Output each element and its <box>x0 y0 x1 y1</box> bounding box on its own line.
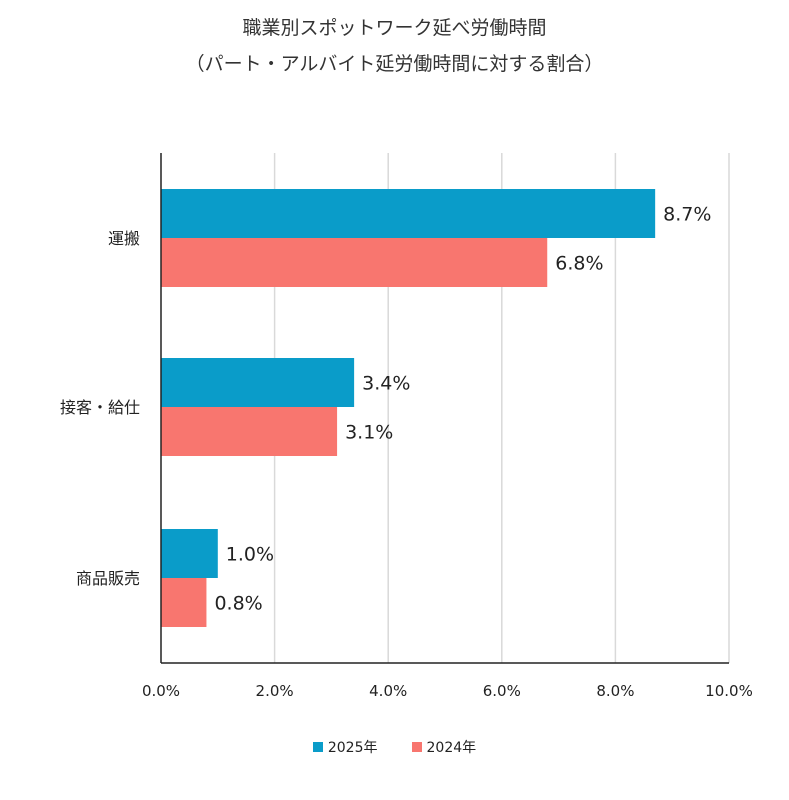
data-label: 3.1% <box>345 422 393 444</box>
legend-swatch <box>312 742 323 752</box>
bars <box>161 189 656 627</box>
legend-item: 2024年 <box>411 737 477 757</box>
bar <box>161 189 656 238</box>
chart-title-block: 職業別スポットワーク延べ労働時間 （パート・アルバイト延労働時間に対する割合） <box>0 10 789 82</box>
bar <box>161 407 338 456</box>
x-tick-label: 2.0% <box>256 682 294 700</box>
chart-subtitle: （パート・アルバイト延労働時間に対する割合） <box>185 53 604 75</box>
data-label: 6.8% <box>555 253 603 275</box>
data-label: 0.8% <box>214 593 262 615</box>
x-tick-label: 4.0% <box>369 682 407 700</box>
data-label: 1.0% <box>226 544 274 566</box>
category-label: 商品販売 <box>76 569 140 588</box>
bar-chart: 0.0% 2.0% 4.0% 6.0% 8.0% 10.0% 8.7% 6.8% 運搬 3.4%… <box>60 153 753 700</box>
data-label: 8.7% <box>663 204 711 226</box>
bar <box>161 529 218 578</box>
category-label: 運搬 <box>108 229 140 248</box>
legend-label: 2025年 <box>327 740 378 756</box>
bar <box>161 238 548 287</box>
chart-title: 職業別スポットワーク延べ労働時間 <box>242 17 547 39</box>
category-label: 接客・給仕 <box>60 398 140 417</box>
bar <box>161 578 207 627</box>
x-tick-label: 8.0% <box>596 682 634 700</box>
x-tick-label: 6.0% <box>483 682 521 700</box>
labels: 8.7% 6.8% 運搬 3.4% 3.1% 接客・給仕 1.0% 0.8% 商品販売 <box>60 204 711 615</box>
legend-label: 2024年 <box>426 740 477 756</box>
x-tick-label: 0.0% <box>142 682 180 700</box>
legend-swatch <box>411 742 422 752</box>
legend: 2025年 2024年 <box>0 737 789 757</box>
bar <box>161 358 355 407</box>
data-label: 3.4% <box>362 373 410 395</box>
legend-item: 2025年 <box>312 737 378 757</box>
x-tick-label: 10.0% <box>705 682 753 700</box>
axes: 0.0% 2.0% 4.0% 6.0% 8.0% 10.0% <box>142 153 753 700</box>
